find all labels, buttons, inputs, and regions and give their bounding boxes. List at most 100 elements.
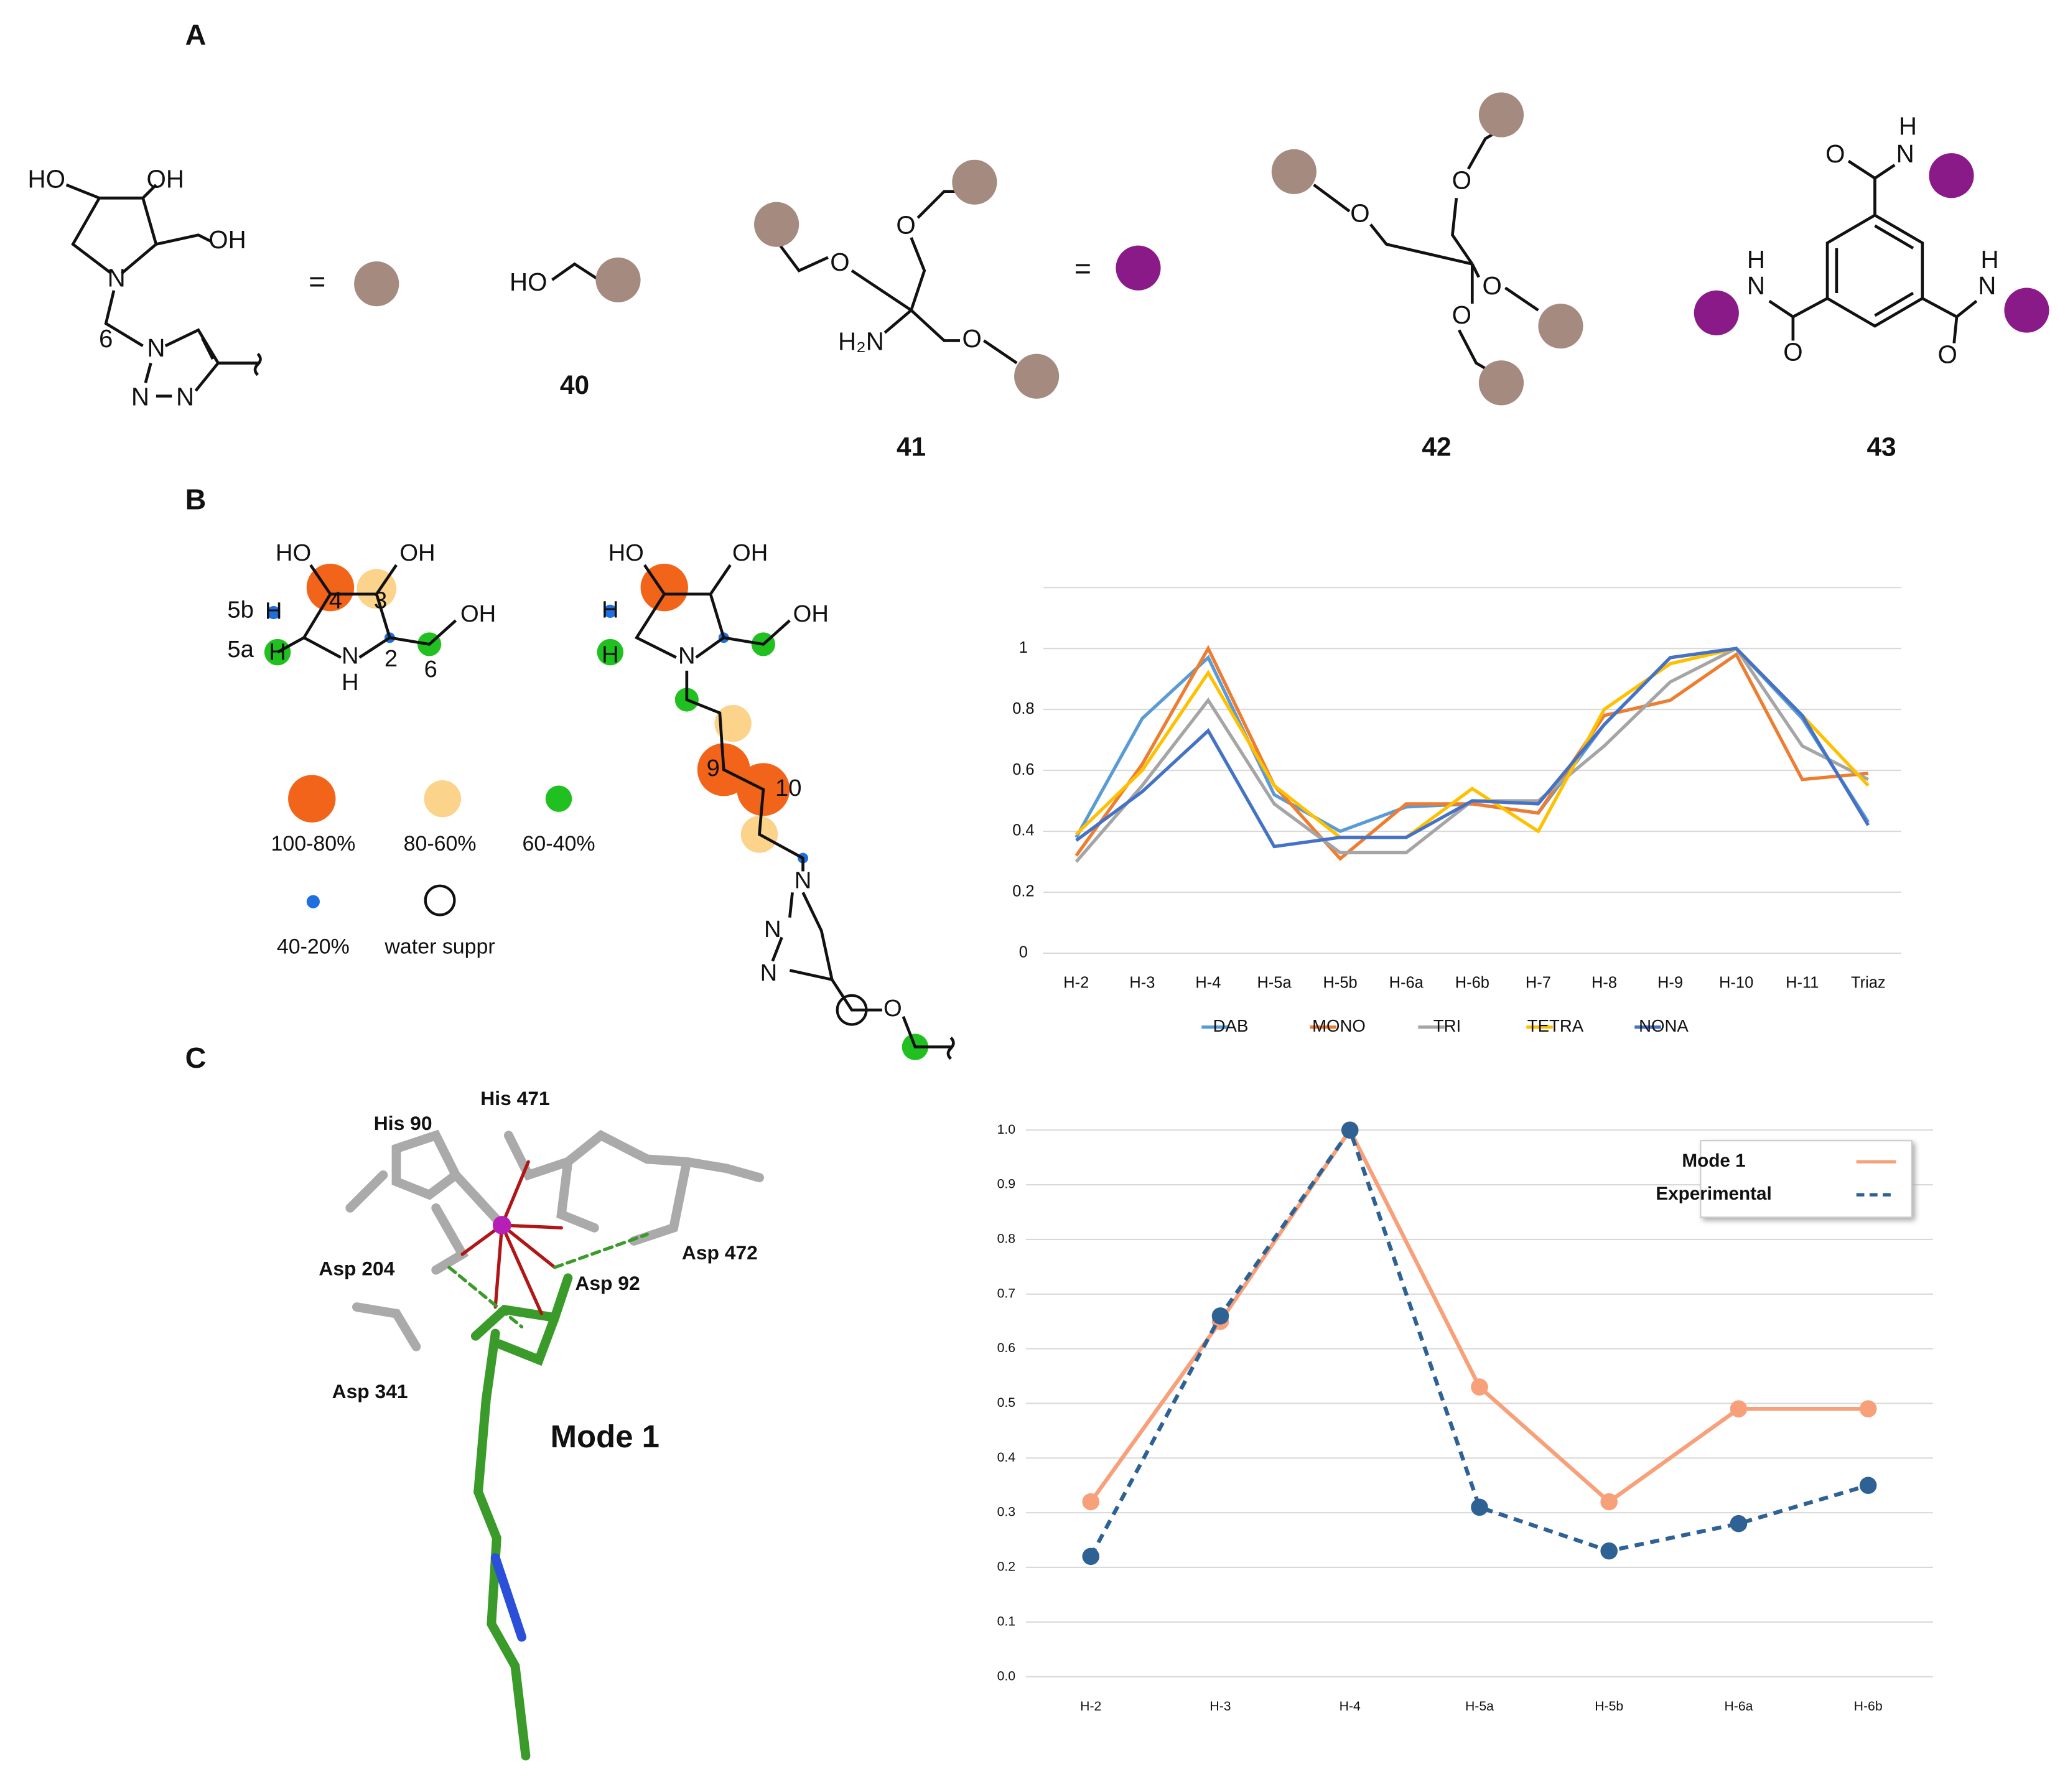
atom-label: 6 [424, 656, 437, 683]
series-line [1074, 645, 1869, 861]
x-tick-label: H-3 [1129, 974, 1155, 991]
x-tick-label: H-5a [1257, 974, 1292, 991]
atom-label: N [764, 916, 781, 943]
marker [1600, 1493, 1618, 1511]
atom-label: N [760, 959, 778, 986]
atom-label: HO [28, 165, 65, 193]
atom-label: O [1783, 338, 1802, 366]
x-tick-label: H-5a [1465, 1699, 1494, 1714]
compound-number: 43 [1867, 432, 1896, 462]
x-tick-label: H-6a [1389, 974, 1424, 991]
x-tick-label: H-4 [1195, 974, 1221, 991]
equals-sign: = [309, 266, 325, 298]
y-tick-label: 1 [1019, 639, 1028, 656]
atom-label: OH [147, 165, 184, 193]
atom-label: 9 [707, 755, 720, 782]
y-tick-label: 0.1 [997, 1614, 1015, 1628]
atom-label: N [795, 867, 812, 894]
marker [1471, 1498, 1488, 1516]
x-tick-label: H-11 [1786, 974, 1819, 991]
marker [1730, 1400, 1748, 1418]
y-tick-label: 0.4 [1012, 822, 1034, 839]
marker [1600, 1542, 1618, 1560]
panel-label: C [185, 1042, 207, 1074]
y-tick-label: 0.0 [997, 1669, 1015, 1683]
atom-label: H [1747, 246, 1765, 274]
atom-label: 3 [374, 587, 387, 614]
y-tick-label: 0.8 [1012, 700, 1034, 717]
compound-number: 41 [897, 432, 926, 462]
y-tick-label: 0.2 [1012, 883, 1034, 900]
y-tick-label: 0.7 [997, 1286, 1015, 1300]
marker [1859, 1477, 1877, 1494]
residue-label: His 90 [374, 1112, 432, 1134]
marker [1082, 1493, 1100, 1511]
atom-label: N [1747, 272, 1765, 300]
atom-label: OH [460, 600, 496, 627]
atom-label: HO [276, 539, 311, 566]
legend-label: TETRA [1527, 1016, 1584, 1035]
legend-label: 60-40% [523, 832, 595, 856]
x-tick-label: H-6b [1455, 974, 1489, 991]
legend-label: 100-80% [271, 832, 355, 856]
marker [1341, 1121, 1359, 1139]
panel-label: B [185, 483, 207, 516]
legend-label: MONO [1312, 1016, 1366, 1035]
series-line [1075, 646, 1870, 849]
atom-label: OH [793, 600, 829, 627]
atom-label: O [883, 995, 902, 1022]
atom-label: H [342, 669, 359, 696]
x-tick-label: H-5b [1323, 974, 1358, 991]
y-tick-label: 0 [1019, 944, 1028, 961]
x-tick-label: H-7 [1526, 974, 1551, 991]
atom-label: N [1978, 272, 1996, 300]
legend-label: water suppr [384, 935, 495, 958]
atom-label: H₂N [838, 327, 884, 355]
marker [1211, 1307, 1229, 1325]
legend-label: Experimental [1656, 1183, 1771, 1204]
x-tick-label: H-2 [1080, 1699, 1101, 1714]
atom-label: O [1452, 301, 1471, 329]
atom-label: O [1825, 140, 1845, 168]
legend-label: TRI [1433, 1016, 1461, 1035]
y-tick-label: 0.2 [997, 1560, 1015, 1574]
atom-label: N [131, 383, 149, 411]
x-tick-label: H-5b [1595, 1699, 1623, 1714]
atom-label: O [830, 248, 849, 276]
atom-label: H [602, 642, 619, 668]
y-tick-label: 0.9 [997, 1177, 1015, 1192]
atom-label: O [1482, 272, 1501, 300]
atom-label: H [269, 638, 286, 665]
panel-label: A [185, 19, 207, 51]
atom-label: OH [732, 539, 768, 566]
x-tick-label: H-3 [1209, 1699, 1231, 1714]
atom-label: O [896, 212, 915, 240]
x-tick-label: H-6b [1854, 1699, 1883, 1714]
residue-label: Asp 472 [682, 1241, 758, 1264]
chart: 0 0.2 0.4 0.6 0.8 1 H-2 H-3 H-4 H-5a H-5b H-6a H-6b H… [1012, 587, 1901, 1035]
x-tick-label: H-9 [1657, 974, 1683, 991]
legend-label: 40-20% [277, 935, 350, 958]
y-tick-label: 0.6 [1012, 761, 1034, 778]
x-tick-label: H-2 [1063, 974, 1089, 991]
atom-label: HO [510, 268, 547, 296]
atom-label: N [1896, 140, 1914, 168]
compound-number: 40 [560, 370, 589, 399]
equals-sign: = [1074, 252, 1091, 284]
marker [1730, 1514, 1748, 1533]
y-tick-label: 0.8 [997, 1232, 1015, 1246]
residue-label: Asp 341 [332, 1380, 408, 1402]
legend-label: DAB [1213, 1016, 1249, 1035]
mode-label: Mode 1 [551, 1419, 659, 1454]
atom-label: 4 [329, 587, 342, 614]
atom-label: 5a [227, 636, 254, 663]
x-tick-label: H-10 [1719, 974, 1753, 991]
residue-label: His 471 [480, 1087, 549, 1109]
atom-label: 10 [775, 775, 801, 801]
residue-label: Asp 92 [575, 1272, 640, 1294]
y-tick-label: 0.6 [997, 1341, 1015, 1355]
y-tick-label: 0.3 [997, 1505, 1015, 1519]
atom-label: HO [608, 539, 644, 566]
atom-label: N [342, 643, 359, 670]
